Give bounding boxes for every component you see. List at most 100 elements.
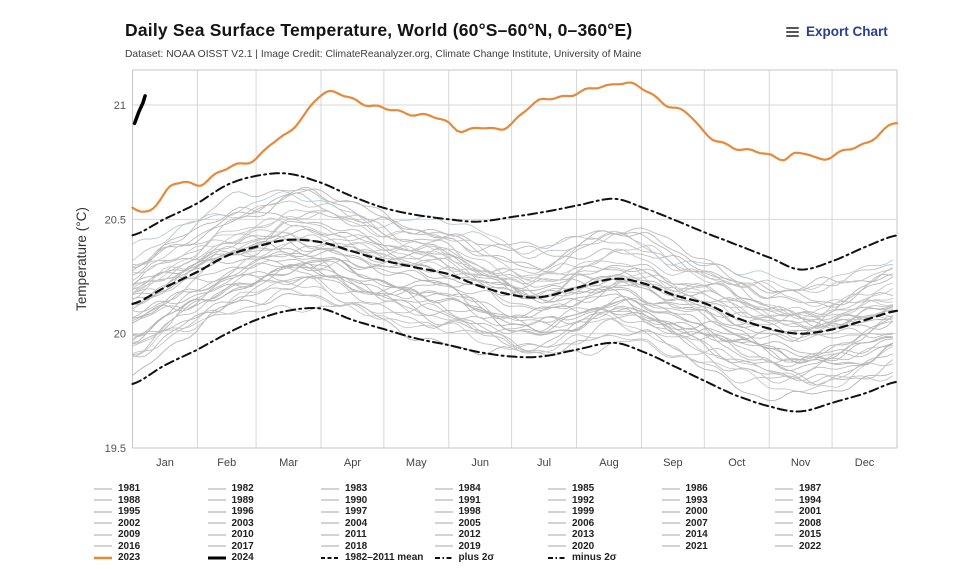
x-tick-Apr: Apr [344,457,361,469]
legend-item-2003[interactable]: 2003 [207,518,322,529]
legend-item-1986[interactable]: 1986 [661,483,776,494]
series-2024[interactable] [132,94,147,126]
x-tick-Oct: Oct [728,457,745,469]
y-tick-21: 21 [114,100,126,112]
legend-item-1991[interactable]: 1991 [434,494,549,506]
legend-label: 1983 [345,483,368,495]
legend-item-2005[interactable]: 2005 [434,517,549,529]
legend-swatch-year [775,522,793,524]
legend-item-2024[interactable]: 2024 [207,552,322,563]
legend-item-2009[interactable]: 2009 [94,529,208,540]
legend-swatch-year [775,488,793,490]
x-tick-Jun: Jun [471,457,489,469]
legend-item-2002[interactable]: 2002 [94,518,208,529]
export-chart-label: Export Chart [806,24,888,39]
legend-item-1982-2011-mean[interactable]: 1982–2011 mean [321,552,435,563]
sst-chart: 21 20.5 20 19.5 Jan Feb Mar Apr May Jun Jul Aug Sep O… [74,69,899,469]
legend-swatch-year [321,488,339,490]
legend-item-1985[interactable]: 1985 [548,483,662,494]
legend-item-2012[interactable]: 2012 [434,529,549,540]
legend-item-2019[interactable]: 2019 [434,541,549,552]
legend-item-2010[interactable]: 2010 [207,529,322,540]
legend-item-2017[interactable]: 2017 [207,541,322,552]
legend-label: 2020 [572,540,595,552]
legend-label: plus 2σ [458,552,495,564]
legend-item-plus-2σ[interactable]: plus 2σ [434,552,549,564]
legend-label: 2001 [799,506,822,518]
series-year-2018 [132,210,894,307]
legend-item-2023[interactable]: 2023 [94,552,208,563]
legend-item-2014[interactable]: 2014 [661,529,776,540]
legend-swatch-year [207,488,226,490]
legend-item-1982[interactable]: 1982 [207,483,322,494]
legend-item-1992[interactable]: 1992 [548,495,662,506]
legend-item-1998[interactable]: 1998 [434,506,549,517]
legend-item-2013[interactable]: 2013 [548,529,662,540]
export-chart-button[interactable]: Export Chart [786,24,888,39]
legend-item-1999[interactable]: 1999 [548,506,662,517]
legend-swatch-year [661,499,680,501]
series-year-2004 [132,236,893,323]
x-tick-Feb: Feb [217,457,236,469]
series-minus-2σ[interactable] [131,306,898,413]
series-year-2022 [132,200,893,294]
legend-item-1984[interactable]: 1984 [434,483,549,494]
series-plus-2σ[interactable] [131,172,898,271]
legend-item-2020[interactable]: 2020 [548,541,662,552]
series-year-2016 [132,191,894,291]
legend-item-1987[interactable]: 1987 [775,483,889,494]
legend-item-2001[interactable]: 2001 [775,506,889,517]
legend-item-1989[interactable]: 1989 [207,495,322,506]
legend-label: 1991 [458,494,481,506]
legend-label: 1995 [118,506,141,518]
legend-swatch-year [94,511,112,513]
legend-item-2015[interactable]: 2015 [775,529,889,540]
legend-swatch-year [775,511,793,513]
series-year-1990 [132,260,893,371]
legend-item-minus-2σ[interactable]: minus 2σ [548,552,662,563]
legend-swatch-year [548,534,566,536]
legend-item-1990[interactable]: 1990 [321,495,435,506]
legend-label: 1999 [572,506,595,518]
legend-swatch-year [548,545,566,547]
legend-item-2016[interactable]: 2016 [94,541,208,552]
legend-item-2008[interactable]: 2008 [775,518,889,529]
legend-item-1996[interactable]: 1996 [207,506,322,517]
series-year-1985 [132,293,893,402]
legend-swatch-sigma [434,556,453,559]
legend-swatch-year [661,522,680,524]
legend-item-1993[interactable]: 1993 [661,494,776,506]
legend-item-2007[interactable]: 2007 [661,517,776,529]
legend-item-2006[interactable]: 2006 [548,518,662,529]
legend-item-2022[interactable]: 2022 [775,541,889,552]
legend-item-1988[interactable]: 1988 [94,495,208,506]
x-tick-Nov: Nov [791,457,811,469]
legend-label: 1992 [572,494,595,506]
series-2023[interactable] [131,81,899,213]
legend-item-1997[interactable]: 1997 [321,506,435,517]
series-year-1995 [132,259,893,342]
legend-item-1981[interactable]: 1981 [94,483,208,494]
legend-item-2004[interactable]: 2004 [321,518,435,529]
legend-swatch-year [548,499,566,501]
series-year-1996 [132,266,893,364]
legend-item-1994[interactable]: 1994 [775,495,889,506]
legend-item-1983[interactable]: 1983 [321,483,435,494]
legend-label: 2007 [685,517,708,529]
series-year-1984 [132,303,894,384]
legend-item-2021[interactable]: 2021 [661,540,776,552]
series-year-2021 [132,192,893,316]
series-1982-2011-mean[interactable] [131,238,899,335]
legend-label: 2016 [118,540,141,552]
legend-item-2018[interactable]: 2018 [321,541,435,552]
legend-label: 2005 [458,517,481,529]
legend-item-2011[interactable]: 2011 [321,529,435,540]
legend-label: 2008 [799,517,822,529]
legend-item-2000[interactable]: 2000 [661,506,776,517]
series-year-1999 [132,262,893,362]
x-tick-Aug: Aug [599,457,619,469]
legend-swatch-year [661,545,680,547]
legend-item-1995[interactable]: 1995 [94,506,208,517]
legend-label: 2021 [685,540,708,552]
legend-label: 1993 [685,494,708,506]
